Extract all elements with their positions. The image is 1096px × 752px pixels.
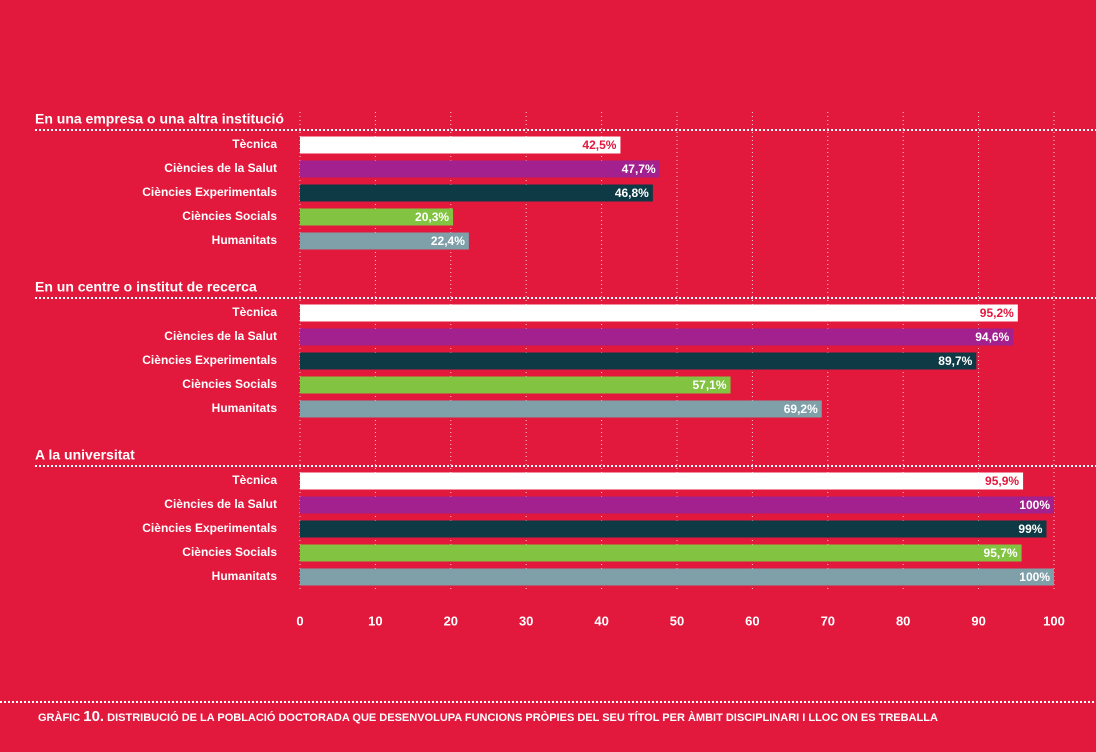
bar	[300, 160, 660, 178]
x-tick-label: 10	[368, 613, 382, 628]
category-label: Tècnica	[232, 305, 277, 319]
bar	[300, 136, 621, 154]
value-label: 47,7%	[622, 162, 656, 176]
category-label: Ciències de la Salut	[164, 497, 277, 511]
group-title: En una empresa o una altra institució	[35, 111, 284, 127]
category-label: Tècnica	[232, 473, 277, 487]
x-tick-label: 60	[745, 613, 759, 628]
bar	[300, 496, 1054, 514]
category-label: Humanitats	[212, 233, 278, 247]
value-label: 95,2%	[980, 306, 1014, 320]
category-label: Ciències Socials	[182, 377, 277, 391]
value-label: 69,2%	[784, 402, 818, 416]
category-label: Ciències Experimentals	[142, 353, 277, 367]
x-tick-label: 20	[444, 613, 458, 628]
group-title: En un centre o institut de recerca	[35, 279, 257, 295]
value-label: 94,6%	[975, 330, 1009, 344]
category-label: Ciències de la Salut	[164, 161, 277, 175]
x-tick-label: 90	[971, 613, 985, 628]
bar	[300, 352, 977, 370]
x-tick-label: 50	[670, 613, 684, 628]
x-tick-label: 70	[821, 613, 835, 628]
category-label: Humanitats	[212, 569, 278, 583]
value-label: 89,7%	[938, 354, 972, 368]
x-tick-label: 40	[594, 613, 608, 628]
x-tick-label: 0	[296, 613, 303, 628]
category-label: Ciències de la Salut	[164, 329, 277, 343]
bar	[300, 568, 1054, 586]
value-label: 20,3%	[415, 210, 449, 224]
x-tick-label: 30	[519, 613, 533, 628]
category-label: Ciències Experimentals	[142, 521, 277, 535]
value-label: 57,1%	[693, 378, 727, 392]
caption-text: DISTRIBUCIÓ DE LA POBLACIÓ DOCTORADA QUE…	[107, 712, 938, 724]
caption-label: GRÀFIC	[38, 712, 81, 724]
category-label: Ciències Socials	[182, 209, 277, 223]
category-label: Ciències Experimentals	[142, 185, 277, 199]
value-label: 46,8%	[615, 186, 649, 200]
caption-number: 10.	[83, 708, 105, 725]
bar	[300, 304, 1018, 322]
bar	[300, 208, 454, 226]
value-label: 95,9%	[985, 474, 1019, 488]
x-tick-label: 80	[896, 613, 910, 628]
bar	[300, 376, 731, 394]
bar	[300, 544, 1022, 562]
x-tick-label: 100	[1043, 613, 1065, 628]
bar	[300, 232, 469, 250]
category-label: Ciències Socials	[182, 545, 277, 559]
caption: GRÀFIC 10. DISTRIBUCIÓ DE LA POBLACIÓ DO…	[38, 708, 1096, 725]
value-label: 22,4%	[431, 234, 465, 248]
bar	[300, 472, 1024, 490]
category-label: Humanitats	[212, 401, 278, 415]
value-label: 42,5%	[582, 138, 616, 152]
value-label: 99%	[1018, 522, 1042, 536]
category-label: Tècnica	[232, 137, 277, 151]
value-label: 95,7%	[984, 546, 1018, 560]
group-title: A la universitat	[35, 447, 135, 463]
value-label: 100%	[1019, 570, 1050, 584]
bar	[300, 328, 1014, 346]
bar	[300, 400, 822, 418]
bar	[300, 184, 653, 202]
value-label: 100%	[1019, 498, 1050, 512]
bar	[300, 520, 1047, 538]
